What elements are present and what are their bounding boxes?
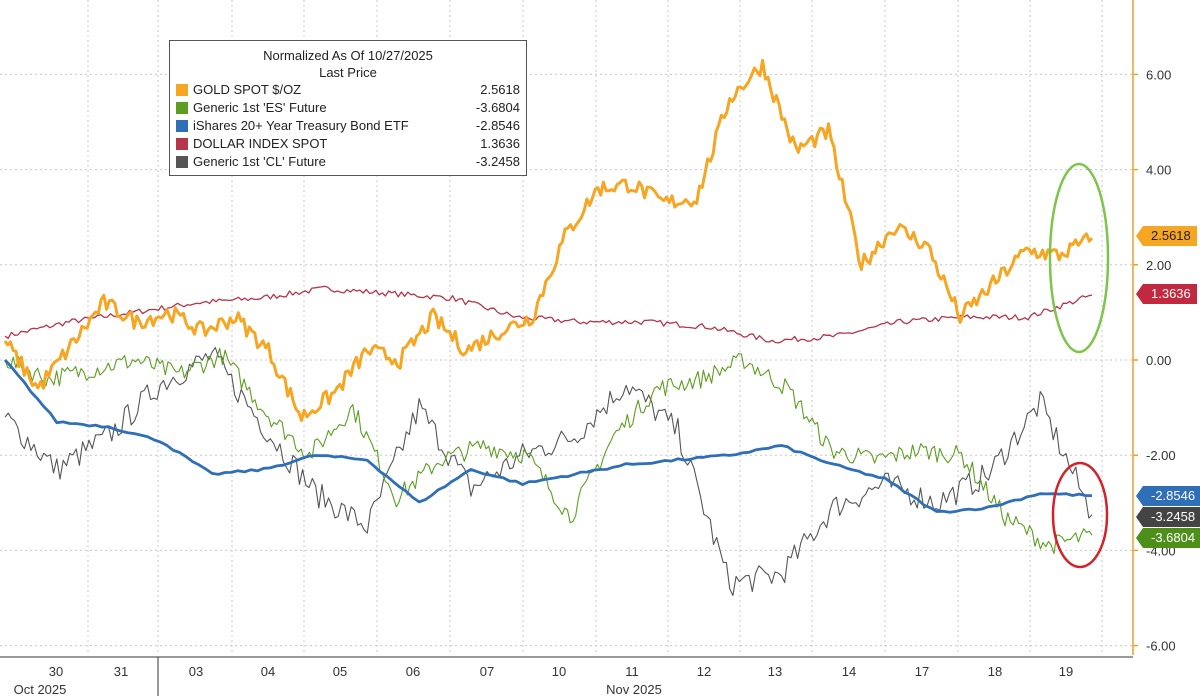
month-label: Oct 2025	[14, 682, 67, 696]
legend-series-value: -3.2458	[475, 154, 520, 169]
series-line-0	[3, 58, 1094, 422]
legend-swatch	[176, 120, 188, 132]
highlight-circle-red	[1051, 461, 1109, 569]
x-tick-label: 03	[189, 664, 203, 679]
last-value-tag: -3.6804	[1135, 528, 1200, 548]
y-tick-label: 4.00	[1146, 163, 1171, 178]
y-tick-label: 6.00	[1146, 67, 1171, 82]
series-layer	[3, 58, 1094, 597]
legend-title: Normalized As Of 10/27/2025	[263, 48, 433, 63]
x-tick-label: 12	[697, 664, 711, 679]
x-tick-label: 17	[915, 664, 929, 679]
legend-series-name: GOLD SPOT $/OZ	[193, 82, 302, 97]
legend-swatch	[176, 156, 188, 168]
x-tick-label: 13	[768, 664, 782, 679]
x-tick-label: 19	[1059, 664, 1073, 679]
legend-subtitle: Last Price	[319, 65, 377, 80]
x-tick-label: 31	[114, 664, 128, 679]
y-tick-label: 2.00	[1146, 258, 1171, 273]
legend-series-value: 1.3636	[480, 136, 520, 151]
grid-layer	[0, 0, 1133, 655]
x-tick-label: 11	[625, 664, 639, 679]
x-tick-label: 05	[333, 664, 347, 679]
legend-swatch	[176, 138, 188, 150]
legend-series-name: DOLLAR INDEX SPOT	[193, 136, 328, 151]
y-tick-label: -6.00	[1146, 639, 1176, 654]
month-label: Nov 2025	[606, 682, 662, 696]
legend-series-name: Generic 1st 'ES' Future	[193, 100, 327, 115]
legend-series-value: -3.6804	[475, 100, 520, 115]
series-line-1	[4, 347, 1093, 555]
last-value-tag: -2.8546	[1135, 486, 1200, 506]
x-tick-label: 14	[842, 664, 856, 679]
legend-entry: DOLLAR INDEX SPOT 1.3636	[176, 135, 520, 153]
x-tick-label: 30	[49, 664, 63, 679]
last-value-tag: 1.3636	[1136, 284, 1197, 304]
legend-series-name: Generic 1st 'CL' Future	[193, 154, 326, 169]
legend: Normalized As Of 10/27/2025 Last Price G…	[169, 40, 527, 176]
series-line-3	[4, 285, 1093, 344]
legend-entry: iShares 20+ Year Treasury Bond ETF -2.854…	[176, 117, 520, 135]
y-tick-label: -2.00	[1146, 448, 1176, 463]
legend-rows: GOLD SPOT $/OZ 2.5618 Generic 1st 'ES' Fut…	[176, 81, 520, 171]
series-line-4	[4, 346, 1093, 597]
legend-swatch	[176, 84, 188, 96]
legend-series-name: iShares 20+ Year Treasury Bond ETF	[193, 118, 409, 133]
x-tick-label: 04	[261, 664, 275, 679]
legend-swatch	[176, 102, 188, 114]
legend-series-value: -2.8546	[475, 118, 520, 133]
x-tick-label: 07	[480, 664, 494, 679]
legend-series-value: 2.5618	[480, 82, 520, 97]
x-tick-label: 10	[552, 664, 566, 679]
legend-entry: Generic 1st 'CL' Future -3.2458	[176, 153, 520, 171]
legend-entry: Generic 1st 'ES' Future -3.6804	[176, 99, 520, 117]
y-tick-label: 0.00	[1146, 353, 1171, 368]
legend-entry: GOLD SPOT $/OZ 2.5618	[176, 81, 520, 99]
x-tick-label: 18	[988, 664, 1002, 679]
series-line-2	[3, 359, 1093, 514]
last-value-tag: -3.2458	[1135, 507, 1200, 527]
highlight-circle-green	[1048, 162, 1110, 354]
x-tick-label: 06	[406, 664, 420, 679]
last-value-tag: 2.5618	[1136, 226, 1197, 246]
